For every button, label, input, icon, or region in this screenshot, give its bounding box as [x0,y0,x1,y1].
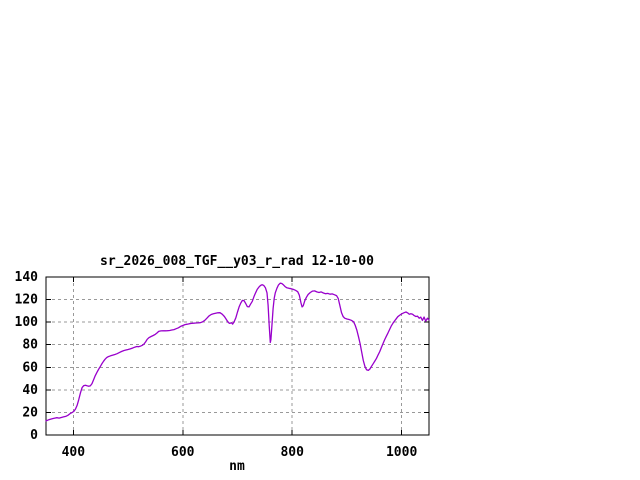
y-tick-label-60: 60 [22,360,38,375]
plot-border [45,276,430,436]
tick-label-layer: 0 20 40 60 80 100 120 140 400 600 800 1000 [15,270,418,460]
x-axis-label: nm [229,459,245,474]
x-tick-label-1000: 1000 [386,445,417,460]
spectrum-curve [45,282,430,422]
y-tick-label-120: 120 [15,293,39,308]
x-tick-label-800: 800 [280,445,304,460]
y-tick-label-140: 140 [15,270,39,285]
grid-layer [46,277,429,435]
y-tick-label-80: 80 [22,338,38,353]
tick-layer [46,277,429,435]
y-tick-label-20: 20 [22,405,38,420]
x-tick-label-400: 400 [62,445,86,460]
y-tick-label-0: 0 [30,428,38,443]
y-tick-label-100: 100 [15,315,39,330]
chart-title: sr_2026_008_TGF__y03_r_rad 12-10-00 [100,254,374,269]
x-tick-label-600: 600 [171,445,195,460]
y-tick-label-40: 40 [22,383,38,398]
